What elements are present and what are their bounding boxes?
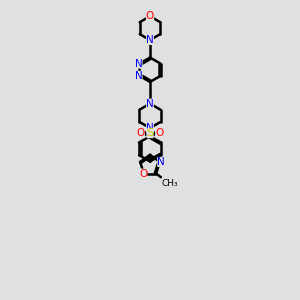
Text: O: O xyxy=(139,169,147,178)
Text: N: N xyxy=(135,71,142,81)
Text: O: O xyxy=(137,128,145,138)
Text: S: S xyxy=(146,128,154,138)
Text: CH₃: CH₃ xyxy=(162,179,178,188)
Text: N: N xyxy=(146,123,154,133)
Text: N: N xyxy=(146,35,154,45)
Text: N: N xyxy=(146,99,154,109)
Text: N: N xyxy=(157,157,165,167)
Text: O: O xyxy=(155,128,163,138)
Text: O: O xyxy=(146,11,154,21)
Text: N: N xyxy=(135,59,142,69)
